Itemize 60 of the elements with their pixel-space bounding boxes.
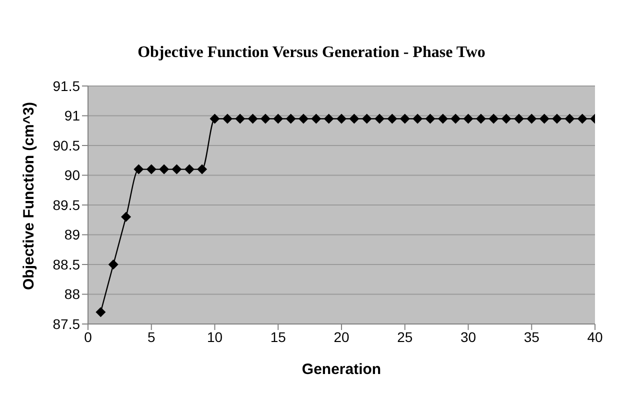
- x-tick-label: 35: [524, 328, 540, 345]
- y-tick-label: 88: [64, 286, 80, 302]
- x-tick-label: 15: [270, 328, 286, 345]
- x-tick-label: 5: [147, 328, 156, 345]
- y-tick-label: 91.5: [52, 78, 80, 94]
- point: [412, 114, 423, 124]
- point: [273, 114, 284, 124]
- point: [349, 114, 360, 124]
- point: [96, 307, 106, 318]
- y-tick-label: 87.5: [52, 316, 80, 332]
- point: [425, 114, 436, 124]
- y-axis-title: Objective Function (cm^3): [20, 102, 38, 290]
- y-tick-label: 90: [64, 167, 80, 184]
- point: [539, 114, 550, 124]
- x-tick-label: 25: [397, 328, 413, 345]
- point: [248, 114, 258, 124]
- point: [222, 114, 232, 124]
- point: [552, 114, 562, 124]
- y-tick-label: 90.5: [52, 137, 80, 154]
- point: [450, 114, 461, 124]
- x-tick-label: 30: [460, 328, 476, 345]
- point: [577, 114, 588, 124]
- y-tick-label: 89.5: [52, 196, 80, 213]
- point: [260, 114, 270, 124]
- x-axis-title: Generation: [302, 361, 382, 378]
- point: [311, 114, 322, 124]
- y-tick-label: 89: [64, 226, 80, 243]
- point: [400, 114, 410, 124]
- point: [564, 114, 575, 124]
- point: [159, 164, 170, 174]
- x-tick-label: 10: [206, 328, 223, 345]
- point: [146, 164, 156, 174]
- point: [387, 114, 398, 124]
- x-tick-label: 0: [84, 328, 92, 345]
- point: [526, 114, 537, 124]
- x-tick-label: 40: [587, 328, 603, 345]
- point: [514, 114, 524, 124]
- point: [121, 212, 132, 222]
- point: [108, 260, 118, 270]
- y-tick-label: 88.5: [52, 256, 80, 272]
- point: [172, 164, 182, 174]
- point: [463, 114, 474, 124]
- point: [438, 114, 448, 124]
- point: [501, 114, 512, 124]
- x-tick-label: 20: [334, 328, 350, 345]
- chart-title: Objective Function Versus Generation - Phase Two: [136, 43, 486, 63]
- point: [184, 164, 194, 174]
- point: [476, 114, 486, 124]
- point: [336, 114, 346, 124]
- point: [324, 114, 334, 124]
- point: [298, 114, 308, 124]
- point: [286, 114, 296, 124]
- point: [374, 114, 385, 124]
- point: [235, 114, 246, 124]
- point: [362, 114, 372, 124]
- point: [210, 114, 220, 124]
- point: [488, 114, 499, 124]
- point: [197, 164, 208, 174]
- point: [134, 164, 144, 174]
- y-tick-label: 91: [64, 108, 80, 124]
